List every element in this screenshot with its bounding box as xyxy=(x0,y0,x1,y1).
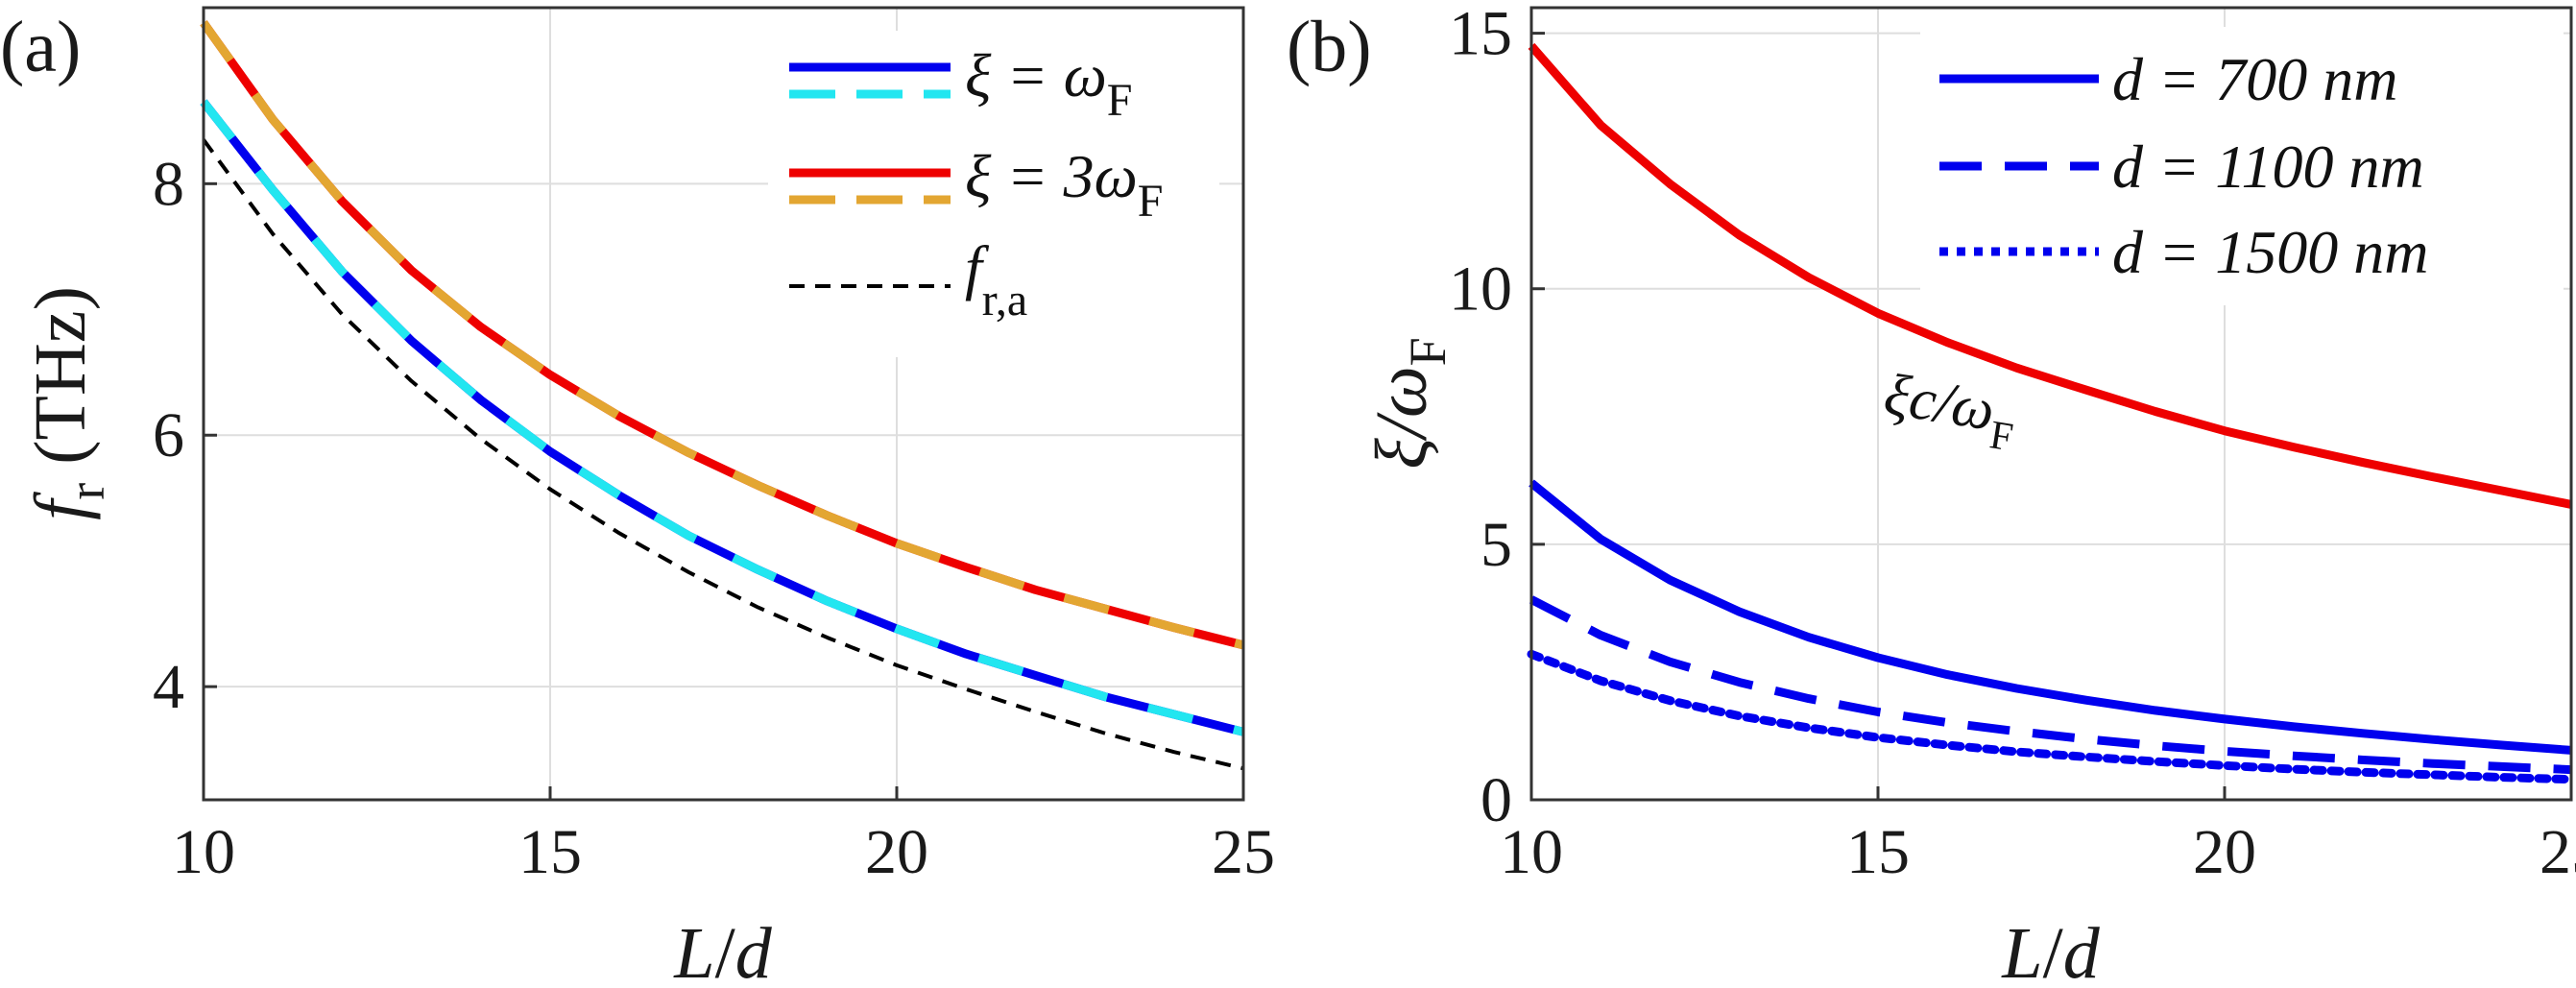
panel-a-series-2-dash-overlay xyxy=(200,20,1245,650)
legend-a-series1-main: ξ = ω xyxy=(965,41,1107,109)
legend-b-series2-label: d = 1100 nm xyxy=(2112,133,2424,201)
panel-a-x-label-d: d xyxy=(735,913,773,988)
legend-a-series3-sub: r,a xyxy=(982,275,1027,325)
panel-b-x-label-L: L xyxy=(2001,913,2042,988)
panel-b-annotation: ξc/ωF xyxy=(1878,362,2022,461)
panel-a-axes-box xyxy=(202,6,1245,802)
panel-a-legend: ξ = ωF ξ = 3ωF fr,a xyxy=(768,31,1219,357)
panel-a-x-label-L: L xyxy=(673,913,714,988)
legend-b-series3-label: d = 1500 nm xyxy=(2112,218,2428,286)
panel-a-y-label-sub: r xyxy=(58,483,115,500)
panel-a-ytick-label: 8 xyxy=(153,149,184,219)
panel-a-series-1-dash-overlay xyxy=(200,99,1245,736)
panel-b-x-label: L/d xyxy=(2001,913,2100,988)
panel-b-ytick-label: 5 xyxy=(1481,510,1512,580)
legend-a-series1-label: ξ = ωF xyxy=(965,41,1132,126)
panel-a-x-label-slash: / xyxy=(715,913,736,988)
legend-b-series1-label: d = 700 nm xyxy=(2112,45,2397,113)
panel-b-ytick-label: 10 xyxy=(1449,254,1512,325)
legend-a-series1-sub: F xyxy=(1107,75,1133,126)
panel-a-ytick-label: 6 xyxy=(153,400,184,470)
panel-b-series-1-line xyxy=(1528,42,2572,509)
panel-b-legend: d = 700 nm d = 1100 nm d = 1500 nm xyxy=(1920,27,2564,305)
panel-b-annotation-main: ξc/ω xyxy=(1880,362,1999,444)
panel-b-y-label: ξ/ωF xyxy=(1361,337,1457,469)
panel-a-label: (a) xyxy=(0,7,81,87)
panel-b-x-label-slash: / xyxy=(2043,913,2064,988)
panel-a-y-label-unit: (THz) xyxy=(20,286,101,483)
panel-a-y-label: fr (THz) xyxy=(20,286,115,520)
panel-b-ytick-label: 0 xyxy=(1481,765,1512,835)
panel-a-ticks: 10 15 20 25 4 6 8 xyxy=(153,149,1275,887)
panel-b-series-3-line xyxy=(1529,595,2572,775)
panel-b-series-2-line xyxy=(1529,479,2572,755)
panel-a-xtick-label: 15 xyxy=(518,817,582,887)
panel-a-plot-area xyxy=(200,20,1245,771)
panel-a-xtick-label: 20 xyxy=(865,817,928,887)
panel-b-xtick-label: 25 xyxy=(2540,817,2576,887)
panel-b-ytick-label: 15 xyxy=(1449,0,1512,69)
panel-a-legend-bg xyxy=(768,31,1219,357)
panel-b-xtick-label: 20 xyxy=(2193,817,2256,887)
legend-a-series2-label: ξ = 3ωF xyxy=(965,142,1163,227)
panel-b-ticks: 10 15 20 25 0 5 10 15 xyxy=(1449,0,2576,887)
legend-a-series2-sub: F xyxy=(1138,176,1164,227)
panel-a-xtick-label: 25 xyxy=(1212,817,1275,887)
panel-b-label: (b) xyxy=(1287,7,1372,87)
panel-a-xtick-label: 10 xyxy=(172,817,235,887)
panel-b-y-label-sub: F xyxy=(1399,337,1457,366)
panel-a-ytick-label: 4 xyxy=(153,652,184,722)
legend-a-series2-main: ξ = 3ω xyxy=(965,142,1138,210)
panel-b-y-label-main: ξ/ω xyxy=(1361,366,1442,469)
panel-a-series-3-line xyxy=(202,138,1244,771)
panel-b-axes-box xyxy=(1529,6,2573,802)
panel-b-x-label-d: d xyxy=(2063,913,2101,988)
panel-b: (b) 10152025051015 ξ/ωF L/d ξc/ωF d = 70… xyxy=(1287,0,2576,988)
panel-b-xtick-label: 10 xyxy=(1500,817,1563,887)
panel-a-x-label: L/d xyxy=(673,913,772,988)
panel-b-series-4-line xyxy=(1527,649,2576,784)
panel-b-plot-area xyxy=(1527,42,2576,784)
panel-b-xtick-label: 15 xyxy=(1846,817,1910,887)
